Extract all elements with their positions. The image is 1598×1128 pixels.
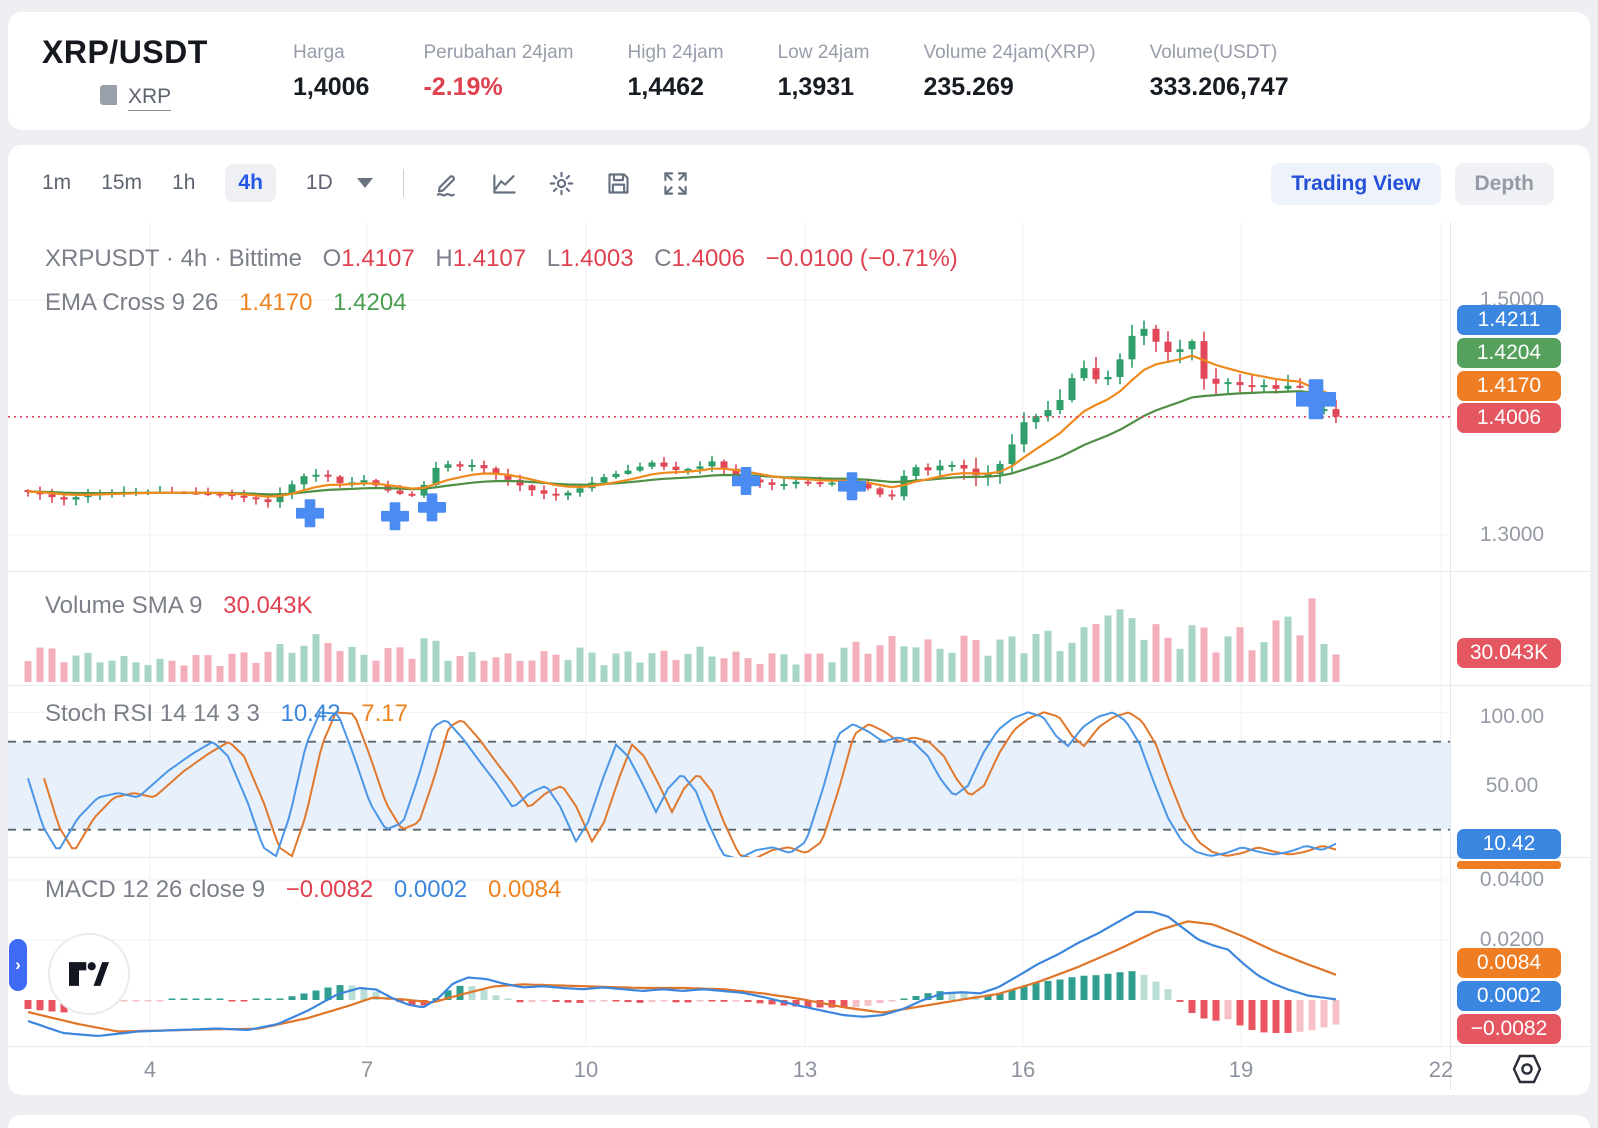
- price-axis-divider: [1450, 222, 1451, 1090]
- stat-value: 1,3931: [777, 73, 855, 101]
- buy-marker-icon: [838, 472, 866, 501]
- stoch-legend: Stoch RSI 14 14 3 3 10.42 7.17: [45, 700, 408, 727]
- buy-marker-icon: [732, 466, 760, 495]
- stat-value: 1,4006: [293, 73, 370, 101]
- interval-button-1m[interactable]: 1m: [42, 171, 72, 194]
- stat-value: -2.19%: [423, 73, 503, 101]
- stat-label: Harga: [293, 42, 345, 63]
- stat-label: Volume(USDT): [1149, 42, 1278, 63]
- stoch-axis-label: 50.00: [1485, 774, 1539, 797]
- axis-value-badge: 30.043K: [1457, 638, 1561, 668]
- save-icon[interactable]: [605, 170, 632, 197]
- market-stats: Harga 1,4006 Perubahan 24jam -2.19% High 24j…: [293, 42, 1289, 102]
- buy-marker-icon: [296, 499, 324, 528]
- panel-expand-handle[interactable]: ›: [9, 939, 27, 991]
- stat-volume-24jam-xrp-: Volume 24jam(XRP) 235.269: [923, 42, 1095, 102]
- stat-low-24jam: Low 24jam 1,3931: [778, 42, 870, 102]
- time-axis-label: 22: [1428, 1057, 1454, 1082]
- chart-toolbar: 1m 15m 1h 4h 1D: [42, 161, 689, 205]
- whitepaper-book-icon: [100, 84, 119, 111]
- macd-legend: MACD 12 26 close 9 −0.0082 0.0002 0.0084: [45, 876, 562, 903]
- axis-value-badge: 10.42: [1457, 829, 1561, 859]
- stat-label: Low 24jam: [777, 42, 870, 63]
- time-axis-label: 10: [573, 1057, 599, 1082]
- volume-legend: Volume SMA 9 30.043K: [45, 592, 313, 619]
- time-axis-separator: [8, 1046, 1590, 1047]
- chart-plot-area[interactable]: [8, 222, 1450, 1046]
- time-axis-label: 4: [143, 1057, 157, 1082]
- interval-button-1h[interactable]: 1h: [172, 171, 196, 194]
- pane-separator[interactable]: [8, 857, 1590, 858]
- time-axis-label: 16: [1010, 1057, 1036, 1082]
- stat-value: 235.269: [923, 73, 1014, 101]
- time-axis-label: 19: [1228, 1057, 1254, 1082]
- stat-harga: Harga 1,4006: [293, 42, 369, 102]
- buy-marker-icon: [1296, 379, 1336, 420]
- stat-label: Perubahan 24jam: [423, 42, 574, 63]
- main-legend: XRPUSDT · 4h · Bittime O1.4107 H1.4107 L…: [45, 245, 958, 272]
- stat-high-24jam: High 24jam 1,4462: [627, 42, 723, 102]
- timezone-settings-icon[interactable]: [1507, 1049, 1547, 1089]
- time-axis-label: 13: [792, 1057, 818, 1082]
- draw-icon[interactable]: [434, 170, 461, 197]
- axis-value-badge: 1.4170: [1457, 371, 1561, 401]
- pane-separator[interactable]: [8, 685, 1590, 686]
- view-button-trading-view[interactable]: Trading View: [1271, 163, 1441, 205]
- interval-button-4h[interactable]: 4h: [225, 164, 276, 202]
- buy-marker-icon: [418, 493, 446, 522]
- macd-axis-label: 0.0200: [1479, 928, 1545, 951]
- next-section-card: [8, 1115, 1590, 1128]
- stat-label: High 24jam: [627, 42, 724, 63]
- ema-legend: EMA Cross 9 26 1.4170 1.4204: [45, 289, 407, 316]
- stat-value: 1,4462: [627, 73, 704, 101]
- axis-value-badge: 0.0002: [1457, 981, 1561, 1011]
- time-axis-label: 7: [360, 1057, 374, 1082]
- stat-volume-usdt-: Volume(USDT) 333.206,747: [1150, 42, 1289, 102]
- fullscreen-icon[interactable]: [662, 170, 689, 197]
- axis-value-badge: 1.4211: [1457, 305, 1561, 335]
- axis-value-badge: 0.0084: [1457, 948, 1561, 978]
- stoch-d-badge-clipped: [1457, 861, 1561, 869]
- toolbar-divider: [402, 169, 404, 197]
- indicator-icon[interactable]: [491, 170, 518, 197]
- gear-icon[interactable]: [548, 170, 575, 197]
- view-switcher: Trading View Depth: [1271, 163, 1554, 205]
- axis-value-badge: −0.0082: [1457, 1014, 1561, 1044]
- stat-value: 333.206,747: [1149, 73, 1289, 101]
- axis-value-badge: 1.4006: [1457, 403, 1561, 433]
- interval-dropdown-icon[interactable]: [356, 178, 373, 188]
- interval-button-1D[interactable]: 1D: [305, 171, 333, 194]
- interval-button-15m[interactable]: 15m: [101, 171, 143, 194]
- stat-label: Volume 24jam(XRP): [923, 42, 1096, 63]
- tradingview-logo[interactable]: [48, 933, 130, 1015]
- coin-info-link[interactable]: XRP: [128, 85, 172, 111]
- buy-marker-icon: [381, 502, 409, 531]
- pair-header-card: XRP/USDT XRP Harga 1,4006 Perubahan 24jam -…: [8, 12, 1590, 130]
- axis-value-badge: 1.4204: [1457, 338, 1561, 368]
- chart-card: 1m 15m 1h 4h 1D Trading View Depth XRPUSDT · …: [8, 145, 1590, 1095]
- price-axis-label: 1.3000: [1479, 523, 1545, 546]
- pane-separator[interactable]: [8, 571, 1590, 572]
- stoch-axis-label: 100.00: [1479, 705, 1545, 728]
- pair-title: XRP/USDT: [42, 34, 208, 70]
- stat-perubahan-24jam: Perubahan 24jam -2.19%: [423, 42, 573, 102]
- macd-axis-label: 0.0400: [1479, 868, 1545, 891]
- view-button-depth[interactable]: Depth: [1454, 163, 1554, 205]
